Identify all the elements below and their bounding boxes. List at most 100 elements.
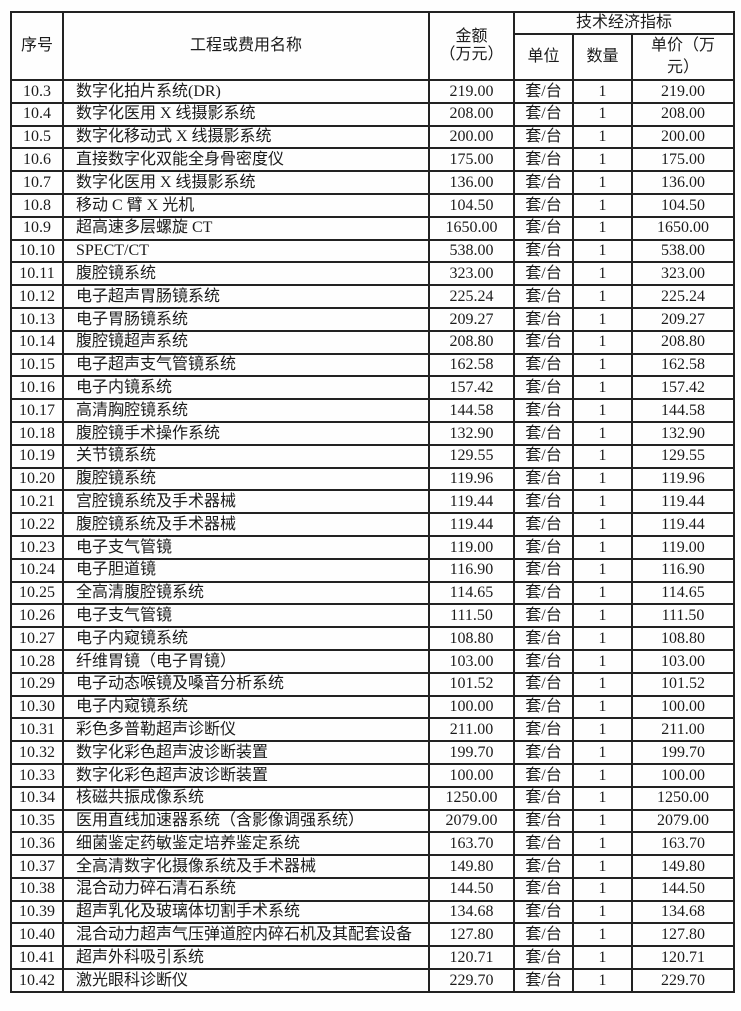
unit-price-cell: 211.00 [630, 717, 736, 743]
table-row: 10.3 数字化拍片系统(DR) 219.00 套/台 1 219.00 [10, 79, 736, 104]
unit-cell: 套/台 [513, 557, 574, 583]
qty-cell: 1 [572, 922, 633, 948]
unit-cell: 套/台 [513, 101, 574, 127]
amount-cell: 104.50 [428, 192, 515, 218]
table-row: 10.18 腹腔镜手术操作系统 132.90 套/台 1 132.90 [10, 420, 736, 446]
unit-cell: 套/台 [513, 854, 574, 879]
amount-cell: 200.00 [428, 124, 515, 150]
unit-price-cell: 129.55 [630, 443, 736, 469]
seq-cell: 10.40 [10, 922, 64, 948]
qty-cell: 1 [572, 261, 633, 287]
table-row: 10.8 移动 C 臂 X 光机 104.50 套/台 1 104.50 [10, 192, 736, 218]
unit-cell: 套/台 [513, 717, 574, 743]
unit-price-cell: 323.00 [630, 261, 736, 287]
amount-cell: 120.71 [428, 945, 515, 971]
unit-cell: 套/台 [513, 329, 574, 355]
qty-cell: 1 [572, 124, 633, 150]
qty-cell: 1 [572, 534, 633, 560]
unit-cell: 套/台 [513, 238, 574, 264]
unit-price-cell: 144.50 [630, 876, 736, 902]
seq-cell: 10.17 [10, 398, 64, 423]
table-row: 10.29 电子动态喉镜及嗓音分析系统 101.52 套/台 1 101.52 [10, 671, 736, 697]
unit-cell: 套/台 [513, 215, 574, 241]
table-header: 序号 工程或费用名称 金额 （万元） 技术经济指标 单位 数量 单价（万 元） [10, 11, 736, 81]
name-cell: 腹腔镜超声系统 [62, 329, 430, 355]
name-cell: 全高清腹腔镜系统 [62, 580, 430, 606]
qty-cell: 1 [572, 238, 633, 264]
unit-price-cell: 149.80 [630, 854, 736, 879]
name-cell: 彩色多普勒超声诊断仪 [62, 717, 430, 743]
qty-cell: 1 [572, 603, 633, 629]
table-row: 10.34 核磁共振成像系统 1250.00 套/台 1 1250.00 [10, 785, 736, 811]
unit-price-cell: 163.70 [630, 831, 736, 857]
seq-cell: 10.6 [10, 147, 64, 173]
amount-cell: 119.44 [428, 512, 515, 537]
unit-cell: 套/台 [513, 534, 574, 560]
seq-cell: 10.29 [10, 671, 64, 697]
amount-cell: 225.24 [428, 284, 515, 309]
seq-cell: 10.38 [10, 876, 64, 902]
unit-price-cell: 134.68 [630, 899, 736, 925]
amount-cell: 538.00 [428, 238, 515, 264]
table-row: 10.11 腹腔镜系统 323.00 套/台 1 323.00 [10, 261, 736, 287]
table-row: 10.30 电子内窥镜系统 100.00 套/台 1 100.00 [10, 694, 736, 720]
unit-price-cell: 2079.00 [630, 808, 736, 834]
unit-cell: 套/台 [513, 124, 574, 150]
name-cell: 细菌鉴定药敏鉴定培养鉴定系统 [62, 831, 430, 857]
amount-cell: 132.90 [428, 420, 515, 446]
qty-cell: 1 [572, 489, 633, 515]
unit-cell: 套/台 [513, 284, 574, 309]
amount-cell: 209.27 [428, 306, 515, 332]
amount-cell: 103.00 [428, 648, 515, 674]
amount-cell: 129.55 [428, 443, 515, 469]
col-header-seq: 序号 [10, 11, 64, 81]
amount-cell: 134.68 [428, 899, 515, 925]
seq-cell: 10.15 [10, 352, 64, 378]
name-cell: 直接数字化双能全身骨密度仪 [62, 147, 430, 173]
unit-cell: 套/台 [513, 398, 574, 423]
amount-cell: 144.50 [428, 876, 515, 902]
unit-cell: 套/台 [513, 626, 574, 651]
seq-cell: 10.11 [10, 261, 64, 287]
table-row: 10.9 超高速多层螺旋 CT 1650.00 套/台 1 1650.00 [10, 215, 736, 241]
name-cell: 电子动态喉镜及嗓音分析系统 [62, 671, 430, 697]
unit-price-cell: 209.27 [630, 306, 736, 332]
qty-cell: 1 [572, 648, 633, 674]
qty-cell: 1 [572, 740, 633, 765]
unit-price-cell: 114.65 [630, 580, 736, 606]
unit-price-cell: 136.00 [630, 170, 736, 195]
name-cell: 高清胸腔镜系统 [62, 398, 430, 423]
unit-price-cell: 103.00 [630, 648, 736, 674]
amount-cell: 101.52 [428, 671, 515, 697]
qty-cell: 1 [572, 329, 633, 355]
seq-cell: 10.28 [10, 648, 64, 674]
name-cell: 腹腔镜系统 [62, 261, 430, 287]
unit-cell: 套/台 [513, 603, 574, 629]
unit-cell: 套/台 [513, 580, 574, 606]
qty-cell: 1 [572, 808, 633, 834]
table-row: 10.28 纤维胃镜（电子胃镜） 103.00 套/台 1 103.00 [10, 648, 736, 674]
col-header-qty: 数量 [572, 33, 633, 81]
seq-cell: 10.7 [10, 170, 64, 195]
seq-cell: 10.16 [10, 375, 64, 401]
table-row: 10.25 全高清腹腔镜系统 114.65 套/台 1 114.65 [10, 580, 736, 606]
unit-price-cell: 144.58 [630, 398, 736, 423]
unit-cell: 套/台 [513, 831, 574, 857]
unit-cell: 套/台 [513, 512, 574, 537]
qty-cell: 1 [572, 147, 633, 173]
amount-cell: 116.90 [428, 557, 515, 583]
seq-cell: 10.8 [10, 192, 64, 218]
qty-cell: 1 [572, 626, 633, 651]
unit-cell: 套/台 [513, 170, 574, 195]
table-row: 10.32 数字化彩色超声波诊断装置 199.70 套/台 1 199.70 [10, 740, 736, 765]
table-row: 10.31 彩色多普勒超声诊断仪 211.00 套/台 1 211.00 [10, 717, 736, 743]
unit-cell: 套/台 [513, 306, 574, 332]
table-body: 10.3 数字化拍片系统(DR) 219.00 套/台 1 219.00 10.4 数字化医用… [10, 79, 736, 993]
unit-cell: 套/台 [513, 261, 574, 287]
name-cell: 电子胃肠镜系统 [62, 306, 430, 332]
qty-cell: 1 [572, 398, 633, 423]
qty-cell: 1 [572, 694, 633, 720]
amount-cell: 114.65 [428, 580, 515, 606]
seq-cell: 10.37 [10, 854, 64, 879]
table-row: 10.15 电子超声支气管镜系统 162.58 套/台 1 162.58 [10, 352, 736, 378]
